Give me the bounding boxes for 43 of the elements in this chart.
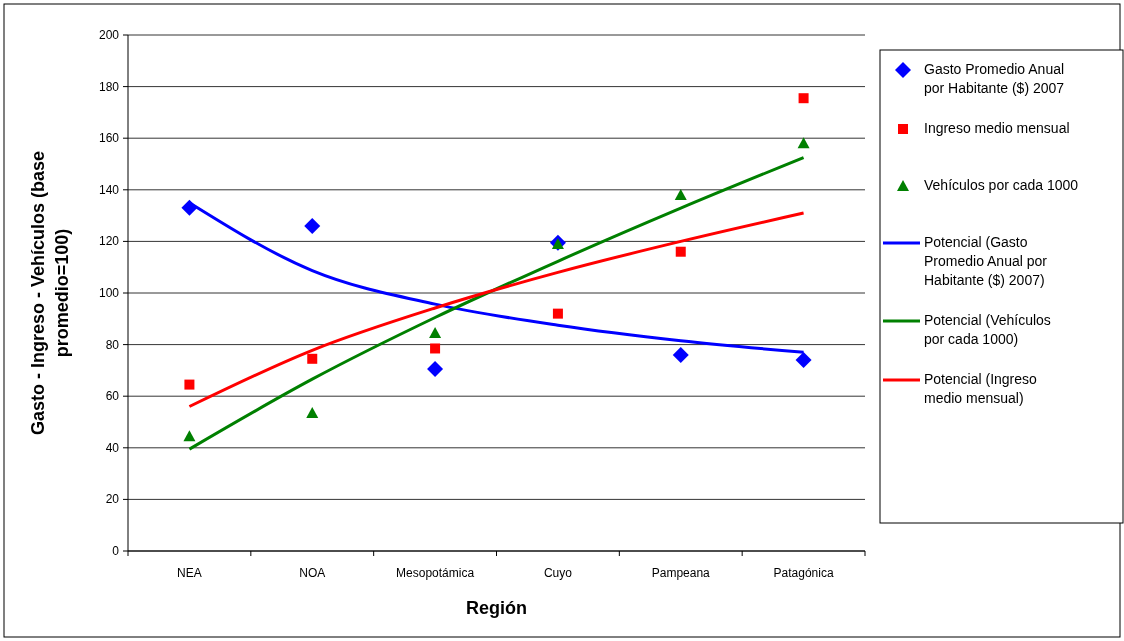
y-tick-label: 40 <box>105 440 120 455</box>
point <box>307 353 318 364</box>
x-tick-label: NEA <box>177 566 202 580</box>
y-tick-label: 200 <box>98 28 120 42</box>
y-tick-label: 20 <box>105 492 120 507</box>
point <box>552 308 563 319</box>
x-tick-label: Mesopotámica <box>396 566 475 580</box>
y-tick-label: 100 <box>98 286 120 300</box>
point <box>306 406 319 418</box>
legend-label: Vehículos por cada 1000 <box>924 177 1079 193</box>
legend-label: Ingreso medio mensual <box>924 120 1070 136</box>
point <box>430 343 441 354</box>
y-tick-label: 140 <box>98 182 120 197</box>
point <box>181 199 198 216</box>
y-tick-label: 0 <box>112 544 120 558</box>
legend-label: Potencial (Vehículos por cada 1000) <box>924 312 1051 347</box>
point <box>304 217 321 234</box>
y-tick-label: 120 <box>98 234 120 249</box>
point <box>798 93 809 104</box>
point <box>797 137 810 149</box>
line-series <box>187 156 806 451</box>
x-tick-label: Pampeana <box>651 566 711 580</box>
point <box>795 352 812 369</box>
point <box>183 430 196 442</box>
point <box>429 326 442 338</box>
x-tick-label: Cuyo <box>543 566 573 580</box>
y-tick-label: 80 <box>105 337 120 352</box>
y-axis-title: Gasto - Ingreso - Vehículos (base promedio=100) <box>28 150 72 436</box>
y-tick-label: 60 <box>105 389 120 404</box>
point <box>674 188 687 200</box>
point <box>675 246 686 257</box>
legend-label: Gasto Promedio Anual por Habitante ($) 2007 <box>924 61 1065 96</box>
y-tick-label: 180 <box>98 79 120 94</box>
point <box>672 346 689 363</box>
x-tick-label: Patagónica <box>773 566 834 580</box>
point <box>427 361 444 378</box>
point <box>184 379 195 390</box>
x-tick-label: NOA <box>299 566 326 580</box>
line-series <box>187 211 806 409</box>
y-tick-label: 160 <box>98 131 120 146</box>
legend-label: Potencial (Ingreso medio mensual) <box>924 371 1038 406</box>
legend-label: Potencial (Gasto Promedio Anual por Habitante ($) 2007) <box>924 234 1048 288</box>
x-axis-title: Región <box>466 598 527 618</box>
